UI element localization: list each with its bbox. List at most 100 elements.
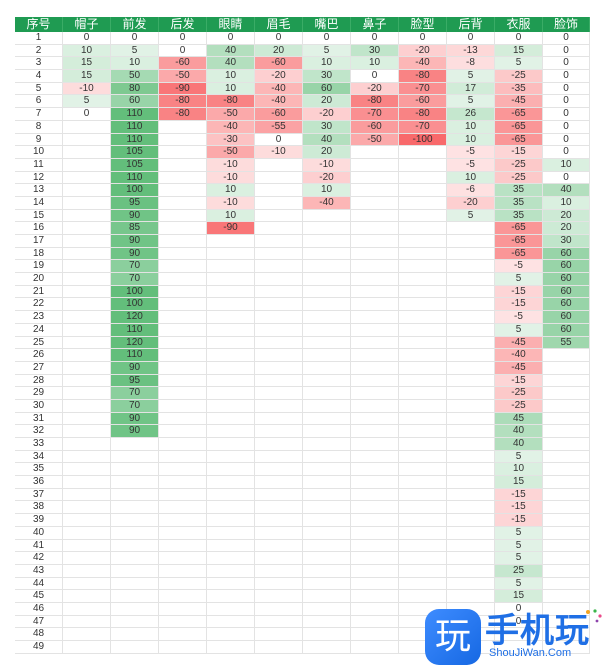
table-cell[interactable] <box>159 476 207 489</box>
column-header[interactable]: 鼻子 <box>351 17 399 32</box>
table-cell[interactable] <box>111 615 159 629</box>
table-cell[interactable]: 0 <box>447 32 495 45</box>
table-cell[interactable] <box>255 501 303 515</box>
table-cell[interactable] <box>63 171 111 185</box>
table-cell[interactable]: 85 <box>111 222 159 235</box>
table-cell[interactable] <box>63 387 111 400</box>
table-cell[interactable]: 5 <box>495 577 543 591</box>
table-cell[interactable] <box>255 260 303 274</box>
table-cell[interactable] <box>543 539 590 553</box>
table-cell[interactable] <box>255 628 303 641</box>
table-cell[interactable]: -65 <box>495 108 543 121</box>
table-cell[interactable] <box>303 615 351 629</box>
table-cell[interactable] <box>543 387 590 400</box>
table-cell[interactable]: -60 <box>351 120 399 134</box>
table-cell[interactable] <box>255 399 303 413</box>
table-cell[interactable] <box>111 552 159 565</box>
table-cell[interactable]: -40 <box>303 196 351 210</box>
table-cell[interactable] <box>303 552 351 565</box>
table-cell[interactable] <box>159 336 207 350</box>
table-cell[interactable]: 10 <box>207 82 255 96</box>
table-cell[interactable]: -25 <box>495 399 543 413</box>
table-cell[interactable]: 110 <box>111 108 159 121</box>
table-cell[interactable] <box>447 488 495 502</box>
table-cell[interactable] <box>543 412 590 426</box>
table-cell[interactable]: 5 <box>495 526 543 540</box>
table-cell[interactable] <box>255 184 303 197</box>
table-cell[interactable]: -45 <box>495 361 543 375</box>
table-cell[interactable] <box>303 590 351 603</box>
table-cell[interactable]: 40 <box>303 133 351 147</box>
table-cell[interactable]: 15 <box>63 57 111 71</box>
table-cell[interactable] <box>207 349 255 362</box>
table-cell[interactable] <box>303 222 351 235</box>
table-cell[interactable]: -40 <box>255 95 303 109</box>
table-cell[interactable]: -80 <box>207 95 255 109</box>
table-cell[interactable]: 10 <box>495 463 543 477</box>
table-cell[interactable] <box>63 311 111 324</box>
table-cell[interactable] <box>207 260 255 274</box>
table-cell[interactable] <box>255 564 303 578</box>
table-cell[interactable]: 60 <box>543 285 590 299</box>
table-cell[interactable] <box>159 602 207 616</box>
table-cell[interactable]: -25 <box>495 70 543 83</box>
table-cell[interactable] <box>111 514 159 527</box>
table-cell[interactable]: 5 <box>495 552 543 565</box>
table-cell[interactable] <box>63 425 111 438</box>
table-cell[interactable] <box>255 463 303 477</box>
table-cell[interactable] <box>63 133 111 147</box>
table-cell[interactable]: -15 <box>495 298 543 312</box>
table-cell[interactable]: -60 <box>255 108 303 121</box>
table-cell[interactable] <box>63 374 111 388</box>
row-number-cell[interactable]: 3 <box>15 57 63 71</box>
table-cell[interactable]: -65 <box>495 247 543 261</box>
table-cell[interactable] <box>351 602 399 616</box>
table-cell[interactable]: -90 <box>207 222 255 235</box>
table-cell[interactable] <box>159 641 207 654</box>
table-cell[interactable] <box>351 184 399 197</box>
table-cell[interactable] <box>351 273 399 286</box>
table-cell[interactable] <box>303 399 351 413</box>
table-cell[interactable] <box>447 590 495 603</box>
table-cell[interactable]: 60 <box>543 273 590 286</box>
table-cell[interactable] <box>303 273 351 286</box>
table-cell[interactable] <box>63 158 111 172</box>
row-number-cell[interactable]: 45 <box>15 590 63 603</box>
table-cell[interactable] <box>207 323 255 337</box>
table-cell[interactable]: 0 <box>159 44 207 58</box>
table-cell[interactable]: -13 <box>447 44 495 58</box>
table-cell[interactable] <box>159 349 207 362</box>
table-cell[interactable] <box>447 425 495 438</box>
table-cell[interactable] <box>399 412 447 426</box>
table-cell[interactable]: 0 <box>543 70 590 83</box>
table-cell[interactable] <box>543 514 590 527</box>
table-cell[interactable] <box>255 615 303 629</box>
table-cell[interactable] <box>63 552 111 565</box>
table-cell[interactable] <box>399 171 447 185</box>
table-cell[interactable] <box>543 349 590 362</box>
table-cell[interactable] <box>159 514 207 527</box>
table-cell[interactable] <box>63 209 111 223</box>
table-cell[interactable] <box>255 349 303 362</box>
table-cell[interactable] <box>111 450 159 464</box>
table-cell[interactable] <box>63 196 111 210</box>
row-number-cell[interactable]: 32 <box>15 425 63 438</box>
table-cell[interactable]: -15 <box>495 285 543 299</box>
table-cell[interactable] <box>447 374 495 388</box>
row-number-cell[interactable]: 40 <box>15 526 63 540</box>
table-cell[interactable] <box>63 298 111 312</box>
table-cell[interactable]: 0 <box>543 82 590 96</box>
table-cell[interactable] <box>447 564 495 578</box>
row-number-cell[interactable]: 2 <box>15 44 63 58</box>
row-number-cell[interactable]: 25 <box>15 336 63 350</box>
column-header[interactable]: 嘴巴 <box>303 17 351 32</box>
table-cell[interactable] <box>399 146 447 159</box>
table-cell[interactable]: 70 <box>111 273 159 286</box>
table-cell[interactable] <box>63 564 111 578</box>
table-cell[interactable] <box>303 285 351 299</box>
table-cell[interactable]: 5 <box>447 209 495 223</box>
table-cell[interactable] <box>63 146 111 159</box>
table-cell[interactable] <box>351 349 399 362</box>
table-cell[interactable] <box>399 196 447 210</box>
table-cell[interactable] <box>447 260 495 274</box>
